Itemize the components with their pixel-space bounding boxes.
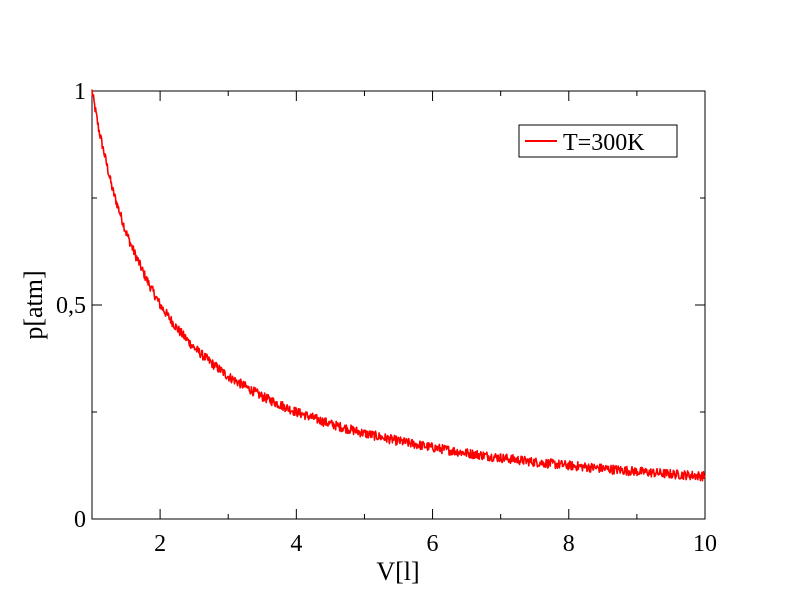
x-tick-label: 4 (290, 531, 302, 557)
y-axis-label: p[atm] (19, 270, 48, 339)
series-layer (91, 89, 706, 482)
x-tick-label: 2 (154, 531, 166, 557)
legend: T=300K (518, 124, 678, 158)
x-tick-label: 6 (427, 531, 439, 557)
legend-box (518, 124, 678, 158)
x-tick-label: 8 (563, 531, 575, 557)
y-tick-label: 1 (74, 79, 86, 105)
y-tick-label: 0,5 (56, 293, 86, 319)
series-line-t-300k (91, 89, 706, 482)
axis-tick-labels: 2 4 6 8 10 0 0,5 1 (56, 79, 717, 557)
legend-entry-t-300k: T=300K (563, 130, 645, 156)
y-tick-label: 0 (74, 507, 86, 533)
x-tick-label: 10 (693, 531, 717, 557)
x-axis-label: V[l] (376, 557, 419, 586)
